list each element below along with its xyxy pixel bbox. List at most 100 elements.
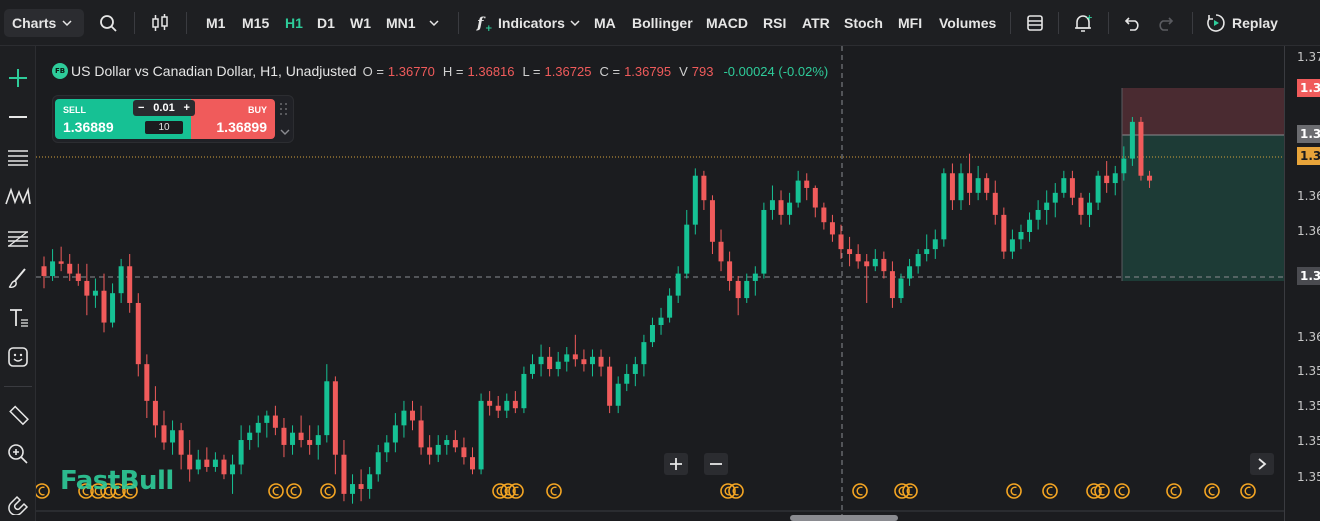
fibonacci-tool[interactable] [4,224,32,252]
bullish-candle[interactable] [624,373,630,384]
bearish-candle[interactable] [58,261,64,264]
bullish-candle[interactable] [924,249,930,255]
economic-event-marker[interactable] [78,483,94,499]
economic-event-marker[interactable] [852,483,868,499]
economic-event-marker[interactable] [36,483,50,499]
timeframe-h1[interactable]: H1 [285,15,303,31]
bullish-candle[interactable] [1018,232,1024,240]
bearish-candle[interactable] [727,261,733,281]
bullish-candle[interactable] [932,239,938,250]
bearish-candle[interactable] [281,427,287,445]
timeframe-mn1[interactable]: MN1 [386,15,416,31]
bullish-candle[interactable] [1044,202,1050,210]
economic-event-marker[interactable] [268,483,284,499]
bearish-candle[interactable] [855,254,861,262]
pattern-tool[interactable] [4,183,32,211]
bearish-candle[interactable] [101,290,107,323]
bearish-candle[interactable] [152,400,158,426]
economic-event-marker[interactable] [1240,483,1256,499]
bullish-candle[interactable] [1112,173,1118,184]
bearish-candle[interactable] [607,366,613,406]
bearish-candle[interactable] [410,410,416,421]
economic-event-marker[interactable] [286,483,302,499]
timeframe-d1[interactable]: D1 [317,15,335,31]
economic-event-marker[interactable] [902,483,918,499]
bearish-candle[interactable] [144,364,150,401]
bearish-candle[interactable] [581,359,587,365]
bullish-candle[interactable] [538,356,544,365]
zoom-tool[interactable] [4,440,32,468]
undo-button[interactable] [1122,0,1144,46]
bearish-candle[interactable] [187,454,193,470]
channel-tool[interactable] [4,143,32,171]
emoji-tool[interactable] [4,343,32,371]
bearish-candle[interactable] [889,271,895,299]
bearish-candle[interactable] [470,457,475,470]
scroll-to-latest-button[interactable] [1250,453,1274,475]
bearish-candle[interactable] [718,241,724,262]
bullish-candle[interactable] [898,278,904,299]
bearish-candle[interactable] [881,258,887,272]
economic-event-marker[interactable] [1204,483,1220,499]
bearish-candle[interactable] [829,222,835,235]
bullish-candle[interactable] [589,356,595,365]
bullish-candle[interactable] [1035,209,1041,220]
economic-event-marker[interactable] [508,483,524,499]
bullish-candle[interactable] [1087,202,1093,215]
economic-event-marker[interactable] [500,483,516,499]
bearish-candle[interactable] [341,454,347,494]
bullish-candle[interactable] [692,175,698,225]
bullish-candle[interactable] [230,464,236,475]
bullish-candle[interactable] [1061,178,1067,193]
bearish-candle[interactable] [1001,214,1007,252]
bearish-candle[interactable] [204,459,210,467]
indicator-atr-button[interactable]: ATR [802,15,830,31]
bullish-candle[interactable] [444,440,450,445]
bullish-candle[interactable] [787,202,793,215]
timeframe-more-button[interactable] [428,0,440,46]
bearish-candle[interactable] [461,447,467,458]
economic-event-marker[interactable] [894,483,910,499]
bullish-candle[interactable] [315,435,321,445]
bullish-candle[interactable] [247,432,253,441]
bullish-candle[interactable] [435,444,441,455]
indicator-macd-button[interactable]: MACD [706,15,748,31]
economic-event-marker[interactable] [1166,483,1182,499]
bearish-candle[interactable] [778,200,784,215]
bearish-candle[interactable] [992,192,998,215]
bearish-candle[interactable] [135,302,141,365]
bullish-candle[interactable] [1121,158,1127,174]
bullish-candle[interactable] [392,425,398,443]
bullish-candle[interactable] [684,224,690,274]
bearish-candle[interactable] [984,178,990,193]
bullish-candle[interactable] [504,400,510,411]
bearish-candle[interactable] [838,234,844,250]
chart-type-button[interactable] [148,0,172,46]
bullish-candle[interactable] [1095,175,1101,203]
bullish-candle[interactable] [92,290,98,296]
indicator-bollinger-button[interactable]: Bollinger [632,15,693,31]
lot-decrease-button[interactable]: − [138,102,145,114]
bearish-candle[interactable] [427,447,433,455]
bullish-candle[interactable] [1129,121,1135,159]
price-axis[interactable]: 1.373 1.371 1.369 1.368 1.367 1.365 1.36… [1284,46,1320,521]
economic-event-marker[interactable] [122,483,138,499]
bearish-candle[interactable] [804,180,810,188]
bullish-candle[interactable] [795,180,801,203]
replay-button[interactable]: Replay [1206,0,1278,46]
bearish-candle[interactable] [161,425,167,443]
bearish-candle[interactable] [735,280,741,299]
timeframe-w1[interactable]: W1 [350,15,371,31]
bearish-candle[interactable] [812,187,818,208]
bullish-candle[interactable] [744,280,750,299]
alert-button[interactable]: + [1072,0,1094,46]
bearish-candle[interactable] [298,432,304,441]
bullish-candle[interactable] [632,364,638,374]
bullish-candle[interactable] [658,317,664,325]
layout-button[interactable] [1024,0,1046,46]
bullish-candle[interactable] [872,258,878,267]
bearish-candle[interactable] [41,266,47,277]
bullish-candle[interactable] [195,459,201,470]
bearish-candle[interactable] [221,459,227,475]
bearish-candle[interactable] [75,273,81,281]
